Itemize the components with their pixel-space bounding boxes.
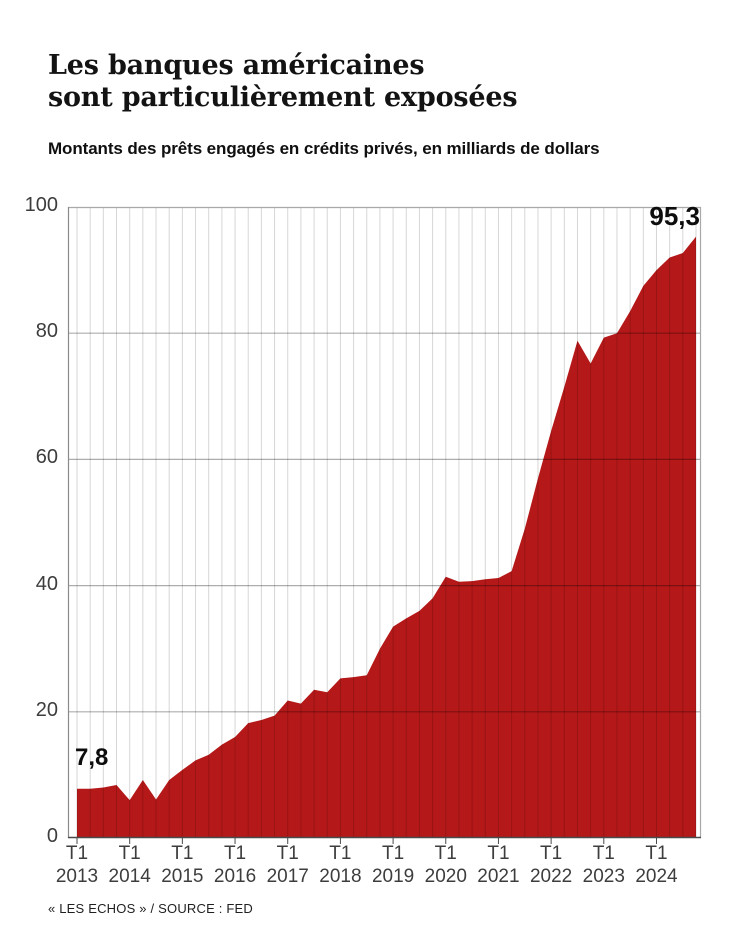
x-tick-year: 2013 [55, 865, 99, 887]
x-axis-tick-label: T1 2024 [614, 843, 698, 889]
title-line-1: Les banques américaines [48, 50, 425, 81]
x-tick-year: 2019 [371, 865, 415, 887]
x-tick-year: 2023 [582, 865, 625, 887]
x-axis-tick-label: T1 2015 [140, 843, 224, 889]
x-axis-tick-label: T1 2013 [35, 843, 119, 889]
x-tick-year: 2014 [108, 865, 151, 887]
area-chart [67, 206, 702, 844]
x-tick-quarter: T1 [65, 843, 89, 864]
x-tick-quarter: T1 [434, 843, 457, 864]
x-tick-quarter: T1 [487, 843, 510, 864]
y-axis-tick-label: 20 [35, 698, 58, 721]
x-axis-tick-label: T1 2021 [456, 843, 540, 889]
x-tick-year: 2018 [319, 865, 362, 887]
x-axis-tick-label: T1 2019 [351, 843, 435, 889]
x-axis-tick-label: T1 2017 [246, 843, 330, 889]
x-tick-quarter: T1 [223, 843, 247, 864]
x-axis-tick-label: T1 2014 [88, 843, 172, 889]
x-tick-year: 2022 [529, 865, 573, 887]
x-tick-quarter: T1 [592, 843, 615, 864]
x-tick-quarter: T1 [540, 843, 563, 864]
y-axis-tick-label: 40 [35, 572, 58, 595]
x-tick-quarter: T1 [329, 843, 352, 864]
x-tick-year: 2024 [635, 865, 678, 887]
y-axis-tick-label: 60 [35, 446, 58, 469]
x-tick-quarter: T1 [276, 843, 299, 864]
y-axis-tick-label: 80 [35, 320, 58, 343]
page-title: Les banques américaines sont particulièr… [48, 50, 518, 114]
x-tick-year: 2021 [477, 865, 520, 887]
x-axis-tick-label: T1 2018 [298, 843, 382, 889]
x-tick-quarter: T1 [381, 843, 405, 864]
y-axis-tick-label: 0 [46, 825, 58, 847]
x-tick-year: 2020 [424, 865, 467, 887]
x-tick-quarter: T1 [171, 843, 194, 864]
first-point-value-label: 7,8 [75, 744, 109, 771]
x-tick-quarter: T1 [118, 843, 141, 864]
x-tick-year: 2015 [161, 865, 204, 887]
x-axis-tick-label: T1 2023 [562, 843, 646, 889]
x-tick-quarter: T1 [645, 843, 668, 864]
last-point-value-label: 95,3 [649, 201, 700, 231]
chart-plot-area [67, 206, 702, 844]
source-credit: « LES ECHOS » / SOURCE : FED [48, 901, 253, 916]
x-axis-tick-label: T1 2022 [509, 843, 593, 889]
x-axis-tick-label: T1 2020 [404, 843, 488, 889]
area-series [77, 236, 696, 838]
y-axis-tick-label: 100 [24, 194, 58, 216]
x-tick-year: 2016 [213, 865, 257, 887]
title-line-2: sont particulièrement exposées [48, 81, 518, 113]
chart-subtitle: Montants des prêts engagés en crédits pr… [48, 139, 600, 158]
x-tick-year: 2017 [266, 865, 309, 887]
x-axis-tick-label: T1 2016 [193, 843, 277, 889]
